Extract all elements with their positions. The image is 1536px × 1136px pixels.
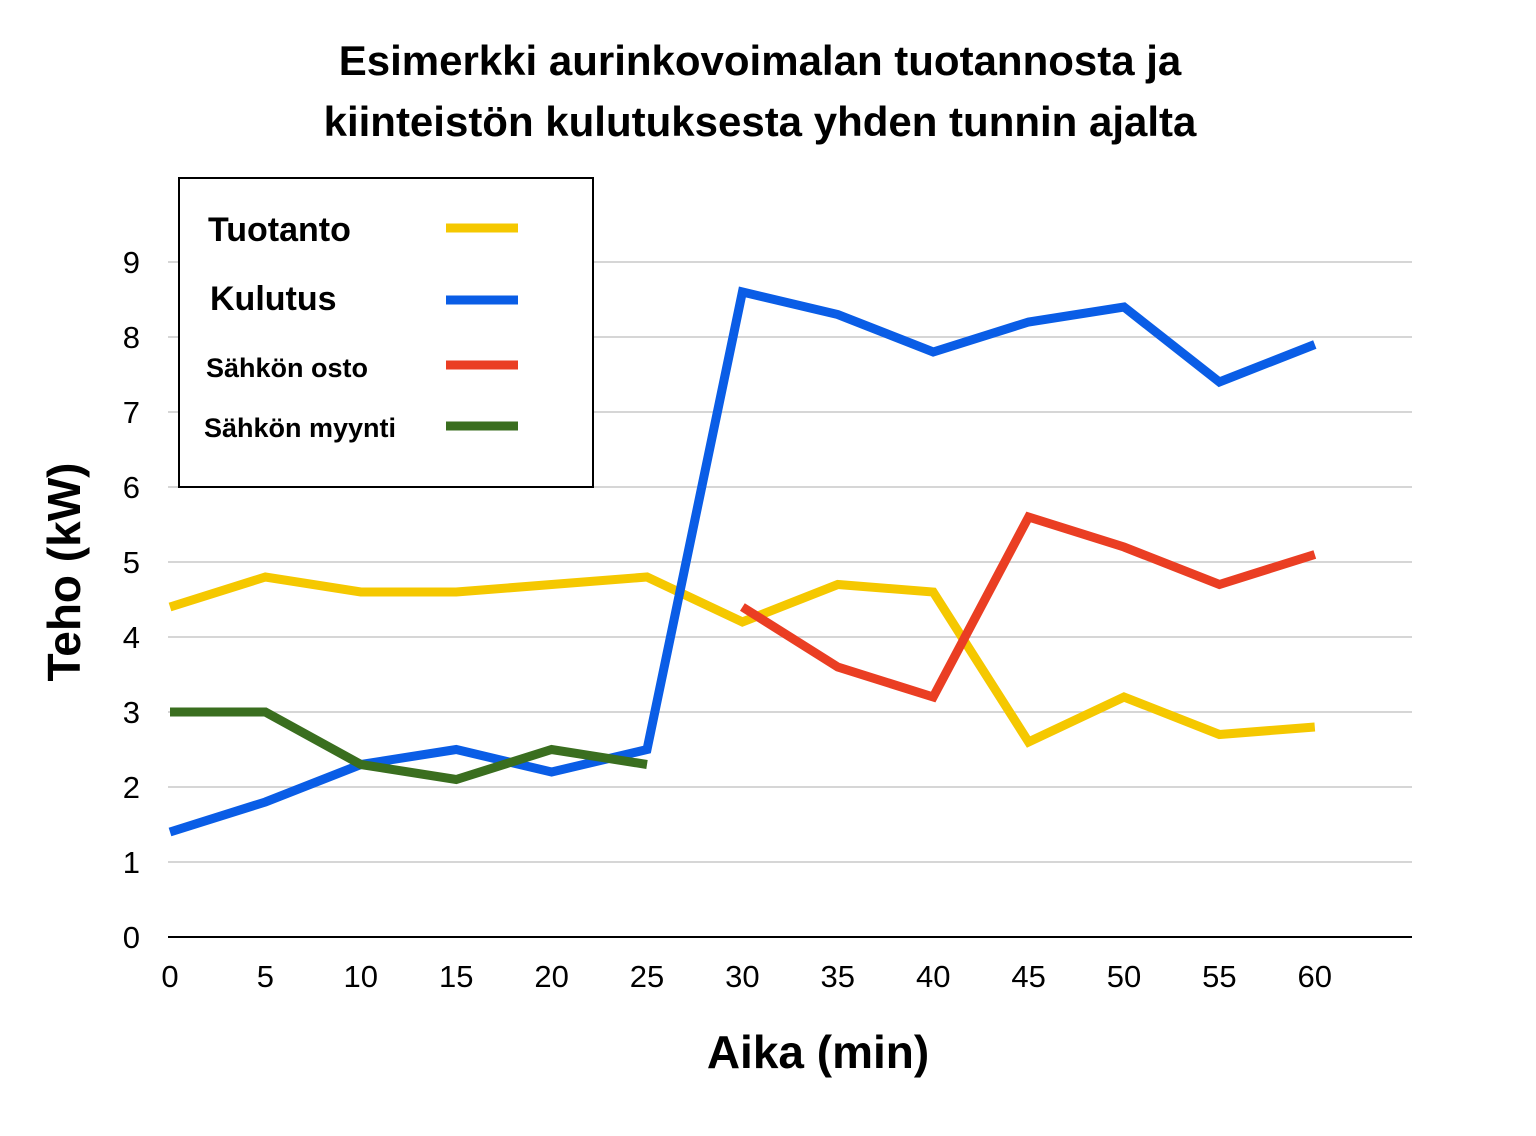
- y-tick-label: 5: [123, 545, 140, 580]
- legend-label-sahkon-myynti: Sähkön myynti: [204, 413, 396, 443]
- y-tick-labels: 0 1 2 3 4 5 6 7 8 9: [123, 245, 140, 955]
- legend-label-sahkon-osto: Sähkön osto: [206, 353, 368, 383]
- x-tick-labels: 0 5 10 15 20 25 30 35 40 45 50 55 60: [161, 959, 1332, 994]
- x-tick-label: 45: [1011, 959, 1045, 994]
- x-tick-label: 0: [161, 959, 178, 994]
- x-tick-label: 5: [257, 959, 274, 994]
- x-tick-label: 50: [1107, 959, 1141, 994]
- y-tick-label: 6: [123, 470, 140, 505]
- y-axis-label: Teho (kW): [38, 463, 90, 682]
- legend-label-tuotanto: Tuotanto: [208, 211, 351, 249]
- legend-label-kulutus: Kulutus: [210, 280, 337, 318]
- y-tick-label: 3: [123, 695, 140, 730]
- y-tick-label: 0: [123, 920, 140, 955]
- series-line-sahkon-myynti: [170, 707, 648, 785]
- y-tick-label: 8: [123, 320, 140, 355]
- x-tick-label: 35: [821, 959, 855, 994]
- series-line-tuotanto: [168, 572, 1316, 748]
- series-line-sahkon-osto: [740, 511, 1317, 703]
- series-lines: [168, 286, 1317, 837]
- x-tick-label: 60: [1298, 959, 1332, 994]
- legend-box: [178, 177, 594, 488]
- y-tick-label: 7: [123, 395, 140, 430]
- x-tick-label: 40: [916, 959, 950, 994]
- x-tick-label: 30: [725, 959, 759, 994]
- x-tick-label: 15: [439, 959, 473, 994]
- chart-title-line-1: Esimerkki aurinkovoimalan tuotannosta ja: [339, 37, 1182, 84]
- y-tick-label: 4: [123, 620, 140, 655]
- x-tick-label: 25: [630, 959, 664, 994]
- legend: Tuotanto Kulutus Sähkön osto Sähkön myyn…: [178, 177, 594, 488]
- x-tick-label: 55: [1202, 959, 1236, 994]
- y-tick-label: 2: [123, 770, 140, 805]
- x-tick-label: 10: [344, 959, 378, 994]
- y-tick-label: 1: [123, 845, 140, 880]
- x-axis-label: Aika (min): [707, 1026, 929, 1078]
- y-tick-label: 9: [123, 245, 140, 280]
- x-tick-label: 20: [534, 959, 568, 994]
- chart-title-line-2: kiinteistön kulutuksesta yhden tunnin aj…: [324, 98, 1197, 145]
